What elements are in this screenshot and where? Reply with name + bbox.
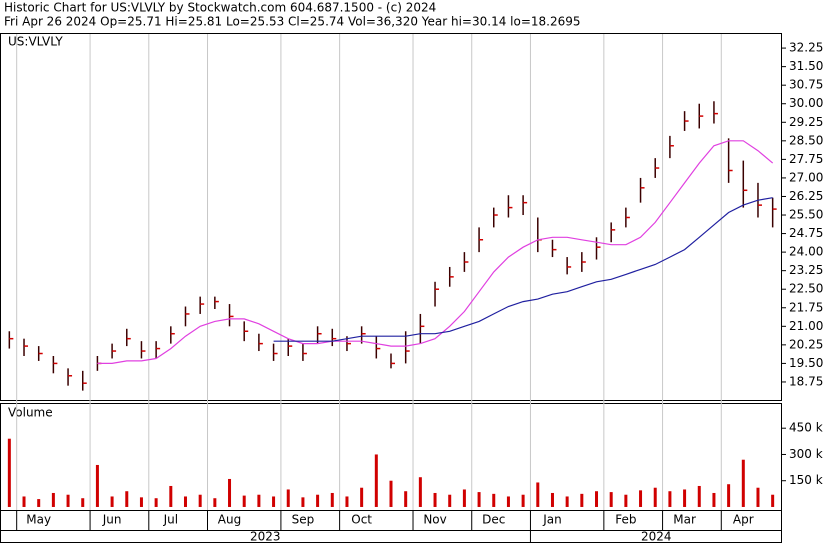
volume-bar	[37, 499, 41, 507]
volume-bar	[550, 492, 554, 507]
y-tick-label: 25.50	[789, 208, 823, 222]
volume-panel-title: Volume	[8, 406, 53, 420]
volume-bar	[51, 492, 55, 507]
volume-bar	[242, 495, 246, 507]
volume-bar	[433, 492, 437, 507]
volume-bar	[125, 491, 129, 507]
y-tick-label: 26.25	[789, 189, 823, 203]
volume-bar	[272, 496, 276, 507]
y-tick-label: 300 k	[789, 447, 823, 461]
y-tick-label: 19.50	[789, 356, 823, 370]
y-tick-label: 31.50	[789, 59, 823, 73]
volume-bar	[110, 496, 114, 507]
volume-bar	[727, 484, 731, 507]
x-tick-label: Jul	[163, 513, 178, 527]
x-tick-label: Jan	[542, 513, 562, 527]
header-line: Historic Chart for US:VLVLY by Stockwatc…	[4, 1, 436, 15]
volume-bar	[139, 497, 143, 507]
volume-bar	[66, 494, 70, 507]
year-label: 2023	[250, 530, 281, 543]
volume-bar	[712, 492, 716, 507]
volume-bar	[154, 498, 158, 507]
volume-bar	[360, 487, 364, 507]
volume-bar	[653, 487, 657, 507]
volume-bar	[345, 496, 349, 507]
volume-bar	[213, 498, 217, 507]
y-tick-label: 450 k	[789, 421, 823, 435]
volume-bar	[536, 482, 540, 507]
volume-bar	[198, 494, 202, 507]
y-tick-label: 30.00	[789, 96, 823, 110]
volume-bar	[257, 494, 261, 507]
x-tick-label: May	[26, 513, 51, 527]
volume-bar	[565, 496, 569, 507]
volume-bar	[639, 490, 643, 507]
x-tick-label: Nov	[423, 513, 446, 527]
volume-bar	[228, 478, 232, 507]
volume-bar	[521, 494, 525, 507]
x-tick-label: Mar	[673, 513, 696, 527]
y-tick-label: 30.75	[789, 78, 823, 92]
volume-bar	[301, 497, 305, 507]
header-line: Fri Apr 26 2024 Op=25.71 Hi=25.81 Lo=25.…	[4, 15, 581, 29]
volume-bar	[169, 485, 173, 507]
volume-bar	[183, 496, 187, 507]
volume-bar	[595, 491, 599, 507]
y-tick-label: 28.50	[789, 133, 823, 147]
x-tick-label: Aug	[218, 513, 241, 527]
volume-bar	[756, 487, 760, 507]
volume-bar	[448, 494, 452, 507]
y-tick-label: 18.75	[789, 374, 823, 388]
volume-bar	[286, 489, 290, 507]
volume-bar	[7, 438, 11, 507]
y-tick-label: 29.25	[789, 115, 823, 129]
volume-bar	[609, 492, 613, 507]
y-tick-label: 23.25	[789, 263, 823, 277]
y-tick-label: 24.00	[789, 245, 823, 259]
volume-bar	[404, 491, 408, 507]
volume-bar	[462, 489, 466, 507]
volume-bar	[418, 477, 422, 507]
y-tick-label: 27.00	[789, 170, 823, 184]
volume-bar	[389, 480, 393, 507]
x-tick-label: Dec	[482, 513, 505, 527]
volume-bar	[316, 494, 320, 507]
y-tick-label: 21.00	[789, 319, 823, 333]
y-tick-label: 32.25	[789, 41, 823, 55]
volume-bar	[492, 493, 496, 507]
volume-bar	[697, 485, 701, 507]
moving-average	[97, 140, 774, 364]
volume-bar	[95, 464, 99, 507]
y-tick-label: 24.75	[789, 226, 823, 240]
price-panel-title: US:VLVLY	[8, 35, 63, 49]
volume-bar	[22, 496, 26, 507]
x-tick-label: Feb	[615, 513, 636, 527]
volume-bar	[624, 494, 628, 507]
x-tick-label: Sep	[292, 513, 315, 527]
x-tick-label: Apr	[733, 513, 754, 527]
volume-bar	[81, 498, 85, 507]
x-tick-label: Oct	[351, 513, 372, 527]
y-tick-label: 150 k	[789, 473, 823, 487]
volume-bar	[668, 491, 672, 507]
volume-bar	[330, 492, 334, 507]
price-panel	[0, 33, 782, 401]
y-tick-label: 21.75	[789, 300, 823, 314]
y-tick-label: 27.75	[789, 152, 823, 166]
y-tick-label: 22.50	[789, 282, 823, 296]
volume-bar	[683, 489, 687, 507]
x-tick-label: Jun	[102, 513, 122, 527]
volume-bar	[580, 493, 584, 507]
volume-bar	[374, 454, 378, 507]
moving-average	[273, 197, 773, 342]
volume-bar	[771, 494, 775, 507]
volume-bar	[506, 496, 510, 507]
volume-bar	[477, 492, 481, 507]
year-label: 2024	[641, 530, 672, 543]
volume-bar	[741, 459, 745, 507]
y-tick-label: 20.25	[789, 337, 823, 351]
